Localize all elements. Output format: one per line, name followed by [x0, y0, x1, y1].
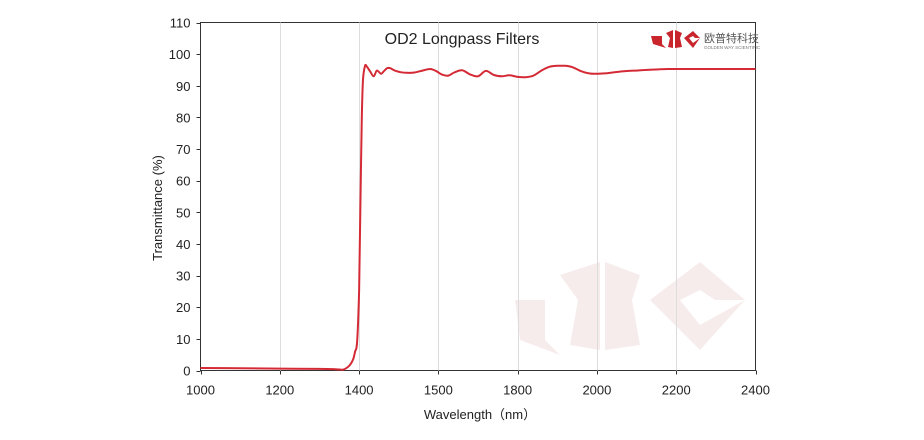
x-tick-label: 2200 [662, 383, 691, 398]
y-tick-label: 30 [176, 269, 190, 284]
series-line [200, 63, 756, 371]
x-tick-label: 1200 [265, 383, 294, 398]
y-tick-label: 70 [176, 142, 190, 157]
y-tick-label: 10 [176, 332, 190, 347]
chart-title: OD2 Longpass Filters [385, 31, 540, 48]
brand-name-cn: 欧普特科技 [704, 31, 759, 45]
x-tick-label: 2400 [741, 383, 770, 398]
watermark-logo [515, 262, 745, 355]
x-axis-ticks: 1000 1200 1400 1500 1800 2000 2200 2400 [186, 370, 770, 398]
brand-logo-mark [651, 30, 700, 48]
y-tick-label: 0 [183, 364, 190, 379]
y-axis-title: Transmittance (%) [150, 155, 165, 261]
x-tick-label: 1400 [345, 383, 374, 398]
y-tick-label: 100 [169, 47, 191, 62]
y-axis-ticks: 0 10 20 30 40 50 60 70 80 90 100 110 [169, 16, 201, 379]
x-axis-title: Wavelength（nm） [424, 407, 536, 422]
x-tick-label: 1000 [186, 383, 215, 398]
y-tick-label: 20 [176, 300, 190, 315]
grid-lines [280, 22, 677, 371]
y-tick-label: 90 [176, 79, 190, 94]
x-tick-label: 1800 [503, 383, 532, 398]
y-tick-label: 40 [176, 237, 190, 252]
y-tick-label: 60 [176, 174, 190, 189]
brand-name-en: GOLDEN WAY SCIENTIFIC [704, 45, 761, 50]
plot-area [200, 22, 756, 371]
brand-logo: 欧普特科技 GOLDEN WAY SCIENTIFIC [651, 30, 761, 50]
y-tick-label: 80 [176, 110, 190, 125]
x-tick-label: 1500 [424, 383, 453, 398]
y-tick-label: 110 [170, 16, 191, 31]
y-tick-label: 50 [176, 205, 190, 220]
x-tick-label: 2000 [582, 383, 611, 398]
